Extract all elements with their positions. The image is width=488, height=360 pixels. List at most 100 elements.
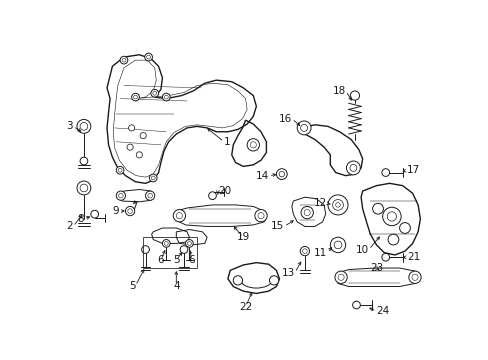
Circle shape <box>187 242 191 245</box>
Circle shape <box>349 91 359 100</box>
Circle shape <box>233 276 242 285</box>
Text: 7: 7 <box>131 202 138 211</box>
Circle shape <box>131 93 139 101</box>
Text: 1: 1 <box>224 137 230 147</box>
Circle shape <box>151 89 158 97</box>
Circle shape <box>142 246 149 253</box>
Circle shape <box>304 210 310 216</box>
Circle shape <box>147 193 152 198</box>
Text: 5: 5 <box>173 255 179 265</box>
Circle shape <box>149 174 157 182</box>
Circle shape <box>257 213 264 219</box>
Text: 23: 23 <box>369 263 383 273</box>
Circle shape <box>269 276 278 285</box>
Circle shape <box>164 95 168 99</box>
Circle shape <box>302 249 306 253</box>
Circle shape <box>411 274 417 280</box>
Circle shape <box>346 161 360 175</box>
Text: 18: 18 <box>332 86 345 96</box>
Circle shape <box>300 125 307 131</box>
Circle shape <box>91 210 99 218</box>
Circle shape <box>146 55 150 59</box>
Circle shape <box>332 199 343 210</box>
Circle shape <box>145 191 154 200</box>
Circle shape <box>140 132 146 139</box>
Text: 13: 13 <box>281 267 294 278</box>
Circle shape <box>408 271 420 283</box>
Text: 4: 4 <box>173 281 179 291</box>
Circle shape <box>133 95 137 99</box>
Circle shape <box>116 166 123 174</box>
Circle shape <box>118 168 122 172</box>
Circle shape <box>399 222 409 233</box>
Circle shape <box>300 247 309 256</box>
Circle shape <box>116 191 125 200</box>
Bar <box>143 237 197 268</box>
Text: 8: 8 <box>77 214 84 224</box>
Circle shape <box>381 169 389 176</box>
Circle shape <box>176 213 182 219</box>
Text: 17: 17 <box>407 165 420 175</box>
Circle shape <box>208 192 216 199</box>
Circle shape <box>77 120 91 133</box>
Text: 21: 21 <box>407 252 420 262</box>
Circle shape <box>180 246 187 253</box>
Circle shape <box>80 184 87 192</box>
Text: 3: 3 <box>66 121 73 131</box>
Circle shape <box>185 239 193 247</box>
Circle shape <box>382 207 400 226</box>
Circle shape <box>162 239 170 247</box>
Circle shape <box>329 237 345 253</box>
Circle shape <box>151 176 155 180</box>
Circle shape <box>279 171 284 177</box>
Text: 6: 6 <box>157 255 164 265</box>
Circle shape <box>387 234 398 245</box>
Circle shape <box>301 206 313 219</box>
Text: 9: 9 <box>112 206 119 216</box>
Circle shape <box>118 193 123 198</box>
Circle shape <box>77 181 91 195</box>
Circle shape <box>136 152 142 158</box>
Circle shape <box>381 253 389 261</box>
Circle shape <box>164 242 168 245</box>
Circle shape <box>297 121 310 135</box>
Circle shape <box>122 58 125 62</box>
Text: 19: 19 <box>236 232 249 242</box>
Circle shape <box>250 142 256 148</box>
Circle shape <box>125 206 135 216</box>
Circle shape <box>386 212 396 221</box>
Circle shape <box>276 169 286 180</box>
Circle shape <box>173 210 185 222</box>
Text: 14: 14 <box>255 171 268 181</box>
Text: 6: 6 <box>188 255 195 265</box>
Circle shape <box>144 53 152 61</box>
Text: 12: 12 <box>313 198 326 208</box>
Text: 20: 20 <box>218 186 230 196</box>
Circle shape <box>120 56 127 64</box>
Circle shape <box>337 274 344 280</box>
Text: 24: 24 <box>376 306 389 316</box>
Circle shape <box>246 139 259 151</box>
Text: 16: 16 <box>278 114 291 123</box>
Circle shape <box>127 144 133 150</box>
Text: 22: 22 <box>239 302 252 311</box>
Circle shape <box>153 91 156 95</box>
Circle shape <box>333 241 341 249</box>
Circle shape <box>80 157 87 165</box>
Circle shape <box>372 203 383 214</box>
Circle shape <box>327 195 347 215</box>
Circle shape <box>352 301 360 309</box>
Circle shape <box>334 271 346 283</box>
Text: 10: 10 <box>355 244 368 255</box>
Circle shape <box>335 203 340 207</box>
Text: 15: 15 <box>270 221 284 231</box>
Text: 2: 2 <box>66 221 73 231</box>
Circle shape <box>349 165 356 171</box>
Circle shape <box>162 93 170 101</box>
Circle shape <box>80 122 87 130</box>
Text: 5: 5 <box>129 281 135 291</box>
Circle shape <box>127 209 132 213</box>
Circle shape <box>254 210 266 222</box>
Text: 11: 11 <box>313 248 326 258</box>
Circle shape <box>128 125 135 131</box>
